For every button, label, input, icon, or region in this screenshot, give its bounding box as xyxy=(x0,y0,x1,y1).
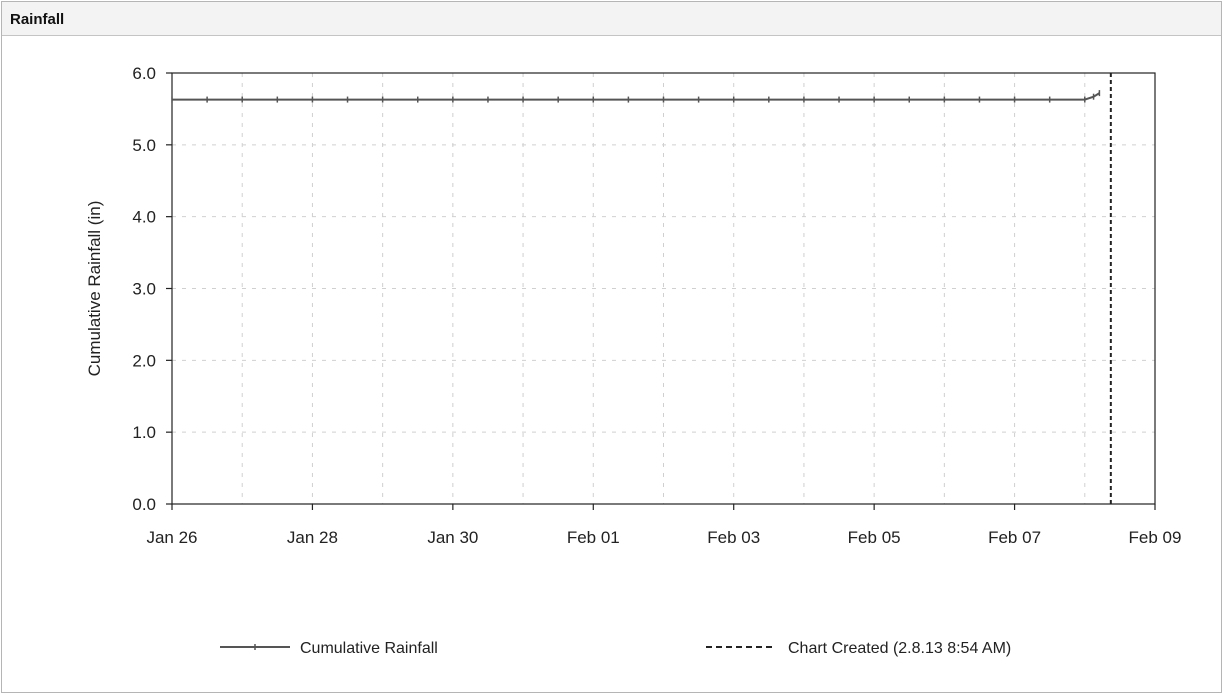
y-tick-label: 3.0 xyxy=(132,280,156,299)
y-tick-label: 0.0 xyxy=(132,495,156,514)
x-tick-label: Feb 05 xyxy=(848,528,901,547)
series-line-cumulative-rainfall xyxy=(172,92,1100,101)
series xyxy=(171,90,1101,103)
grid xyxy=(172,73,1155,504)
legend-label-cumulative-rainfall: Cumulative Rainfall xyxy=(300,640,438,657)
x-tick-label: Feb 01 xyxy=(567,528,620,547)
x-tick-label: Feb 09 xyxy=(1129,528,1182,547)
y-tick-label: 5.0 xyxy=(132,136,156,155)
panel-title: Rainfall xyxy=(10,11,65,28)
x-tick-label: Jan 30 xyxy=(427,528,478,547)
legend-label-chart-created: Chart Created (2.8.13 8:54 AM) xyxy=(788,640,1011,657)
y-axis: 0.0 1.0 2.0 3.0 4.0 5.0 6.0 xyxy=(132,64,172,514)
legend: Cumulative Rainfall Chart Created (2.8.13… xyxy=(220,640,1011,657)
x-tick-label: Feb 03 xyxy=(707,528,760,547)
x-tick-label: Feb 07 xyxy=(988,528,1041,547)
y-axis-title: Cumulative Rainfall (in) xyxy=(85,201,104,377)
y-tick-label: 6.0 xyxy=(132,64,156,83)
x-axis: Jan 26 Jan 28 Jan 30 Feb 01 Feb 03 Feb 05 Feb … xyxy=(146,504,1181,547)
x-tick-label: Jan 28 xyxy=(287,528,338,547)
y-tick-label: 2.0 xyxy=(132,351,156,370)
y-tick-label: 4.0 xyxy=(132,208,156,227)
panel-header: Rainfall xyxy=(2,2,1221,36)
x-tick-label: Jan 26 xyxy=(146,528,197,547)
y-tick-label: 1.0 xyxy=(132,423,156,442)
